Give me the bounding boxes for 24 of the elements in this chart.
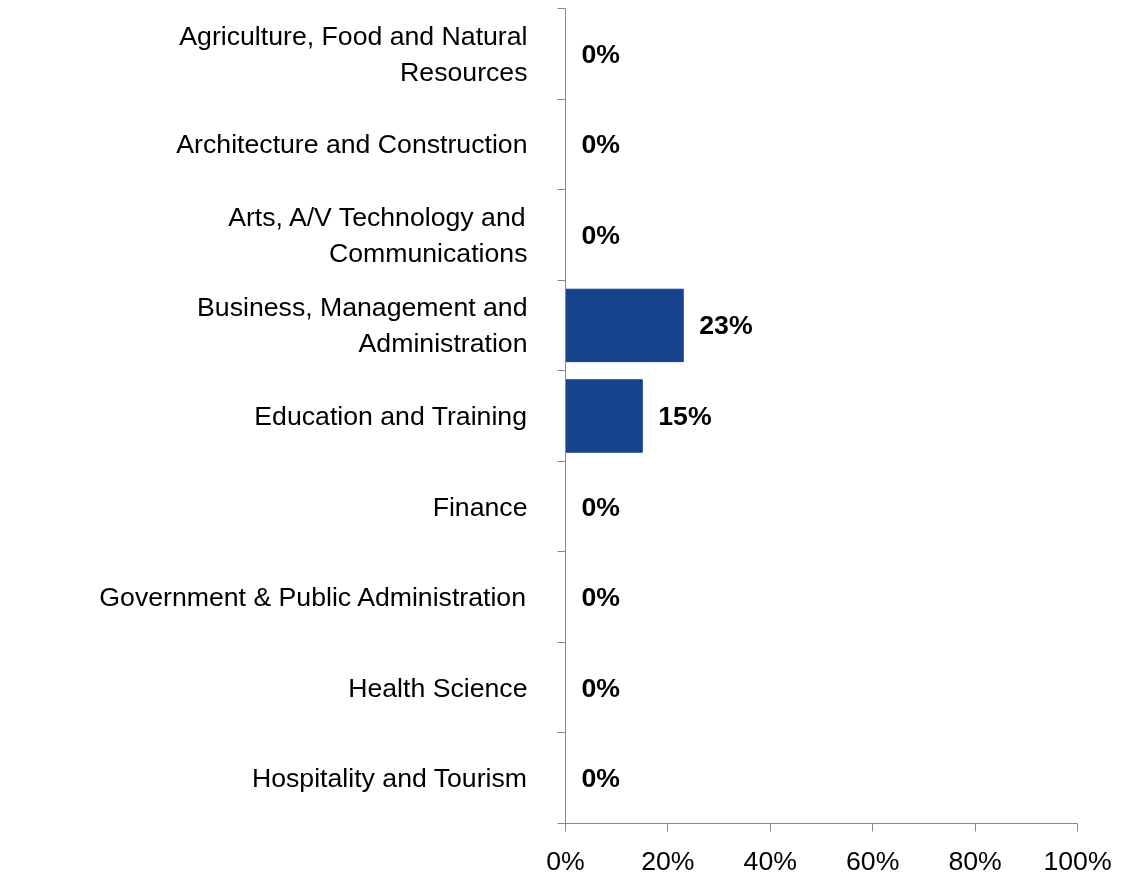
y-tick-label: Government & Public Administration	[99, 582, 527, 613]
y-tick-label: Finance	[432, 491, 528, 522]
y-tick-label: Architecture and Construction	[176, 129, 528, 160]
data-label: 15%	[658, 401, 712, 431]
y-tick-label: Business, Management and Administration	[197, 292, 528, 359]
x-tick-label: 100%	[1043, 845, 1112, 876]
y-tick-label: Arts, A/V Technology and Communications	[228, 201, 528, 268]
data-label: 0%	[581, 763, 621, 794]
data-label: 0%	[581, 38, 621, 69]
data-label: 0%	[581, 129, 621, 160]
data-label: 0%	[581, 672, 621, 703]
x-tick-label: 20%	[641, 845, 695, 876]
x-tick-label: 0%	[546, 845, 585, 876]
x-tick-label: 60%	[846, 845, 900, 876]
y-tick-label: Health Science	[348, 672, 528, 703]
y-tick-label: Hospitality and Tourism	[251, 763, 528, 794]
data-label: 0%	[581, 582, 621, 613]
y-tick-label: Agriculture, Food and Natural Resources	[179, 20, 528, 87]
data-label: 0%	[581, 491, 621, 522]
data-label: 0%	[581, 219, 621, 250]
data-label: 23%	[699, 310, 753, 341]
y-tick-label: Education and Training	[254, 401, 528, 431]
x-tick-label: 80%	[948, 845, 1002, 876]
x-tick-label: 40%	[743, 845, 797, 876]
